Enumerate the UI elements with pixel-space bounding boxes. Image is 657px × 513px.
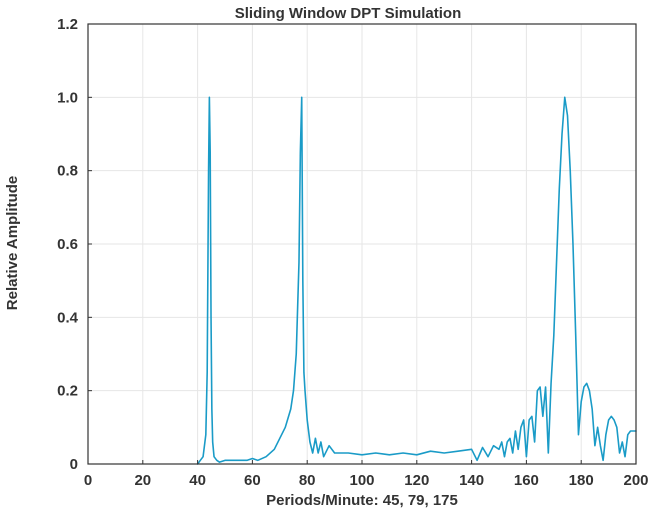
y-tick-label: 1.0 <box>57 89 78 106</box>
x-tick-label: 20 <box>134 472 151 489</box>
x-tick-label: 60 <box>244 472 261 489</box>
x-tick-label: 200 <box>623 472 648 489</box>
x-tick-label: 120 <box>404 472 429 489</box>
x-tick-label: 40 <box>189 472 206 489</box>
x-axis-label: Periods/Minute: 45, 79, 175 <box>266 492 458 509</box>
y-tick-label: 0.2 <box>57 383 78 400</box>
x-axis-ticks: 0 20 40 60 80 100 120 140 160 180 200 <box>84 460 649 489</box>
series-line <box>196 96 637 465</box>
plot-series <box>196 96 637 465</box>
x-tick-label: 160 <box>514 472 539 489</box>
y-axis-ticks: 0 0.2 0.4 0.6 0.8 1.0 1.2 <box>57 16 92 473</box>
y-tick-label: 0.6 <box>57 236 78 253</box>
x-tick-label: 140 <box>459 472 484 489</box>
y-tick-label: 0.4 <box>57 309 79 326</box>
y-tick-label: 0 <box>70 456 78 473</box>
y-tick-label: 0.8 <box>57 163 78 180</box>
grid <box>87 23 637 465</box>
y-axis-label: Relative Amplitude <box>4 176 21 310</box>
x-tick-label: 0 <box>84 472 92 489</box>
x-tick-label: 80 <box>299 472 316 489</box>
x-tick-label: 180 <box>569 472 594 489</box>
chart-title: Sliding Window DPT Simulation <box>235 5 462 22</box>
x-tick-label: 100 <box>349 472 374 489</box>
y-tick-label: 1.2 <box>57 16 78 33</box>
